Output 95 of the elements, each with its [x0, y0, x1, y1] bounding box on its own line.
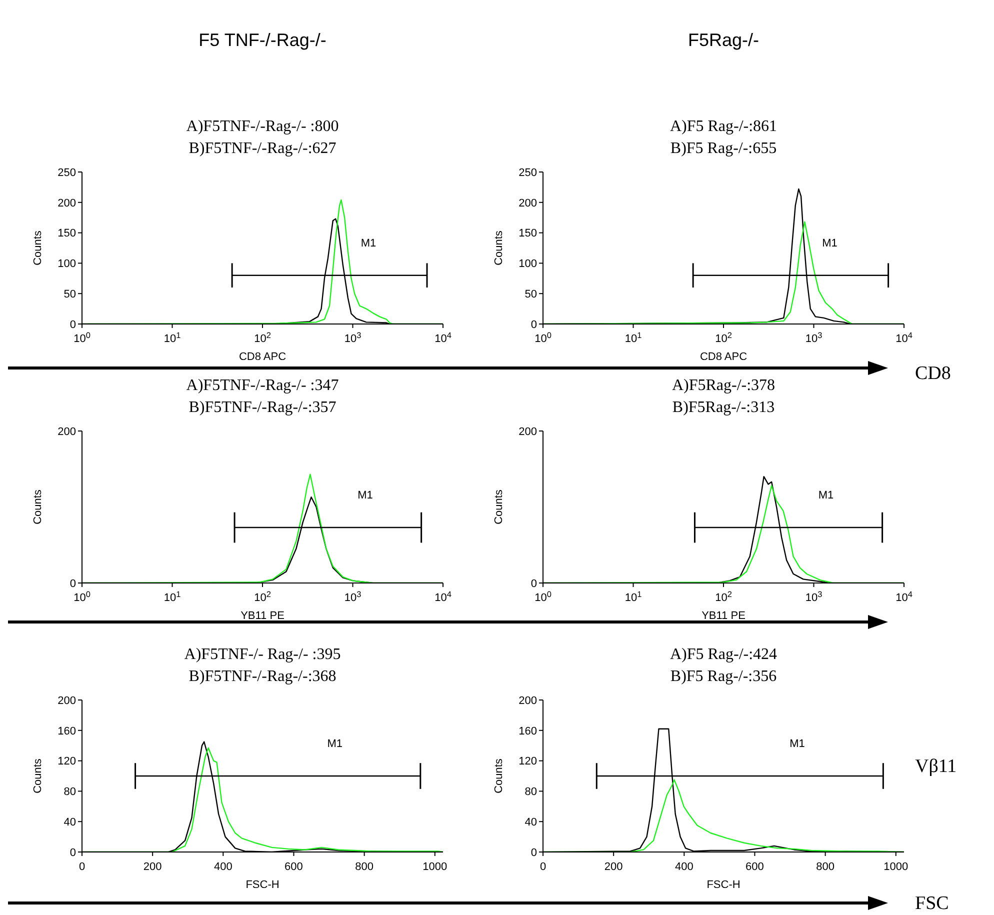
chart-title: A)F5TNF-/-Rag-/- :347 [185, 376, 340, 396]
y-axis-title: Counts [32, 758, 44, 794]
text: M1 [818, 490, 834, 502]
x-tick-label: 1000 [884, 861, 908, 873]
chart-title: A)F5 Rag-/-:861 [668, 117, 778, 137]
y-tick-label: 0 [70, 318, 76, 331]
x-tick-label: 10$^{3}$ [344, 590, 362, 604]
y-tick-label: 40 [524, 816, 537, 829]
y-tick-label: 160 [58, 725, 76, 738]
x-tick-label: 600 [284, 861, 303, 873]
x-axis-title: CD8 APC [700, 351, 748, 363]
x-tick-label: 10$^{0}$ [74, 590, 91, 604]
y-tick-label: 200 [518, 694, 537, 707]
text: Vβ11 [915, 756, 957, 778]
y-tick-label: 0 [530, 846, 537, 859]
y-tick-label: 80 [64, 786, 76, 798]
y-tick-label: 80 [524, 786, 537, 798]
x-tick-label: 10$^{0}$ [534, 590, 552, 604]
x-axis-title: FSC-H [706, 879, 740, 891]
text: FSC [915, 893, 949, 915]
chart-title: A)F5Rag-/-:378 [670, 376, 776, 396]
x-tick-label: 10$^{4}$ [896, 330, 913, 345]
x-tick-label: 600 [746, 861, 764, 873]
y-tick-label: 120 [58, 756, 76, 768]
x-tick-label: 10$^{1}$ [624, 330, 642, 345]
chart-subtitle: B)F5TNF-/-Rag-/-:627 [188, 139, 338, 159]
y-tick-label: 50 [64, 288, 76, 301]
x-tick-label: 1000 [422, 861, 448, 873]
x-axis-title: FSC-H [246, 879, 280, 891]
y-tick-label: 200 [58, 426, 76, 438]
chart-subtitle: B)F5 Rag-/-:655 [669, 139, 778, 159]
chart-subtitle: B)F5 Rag-/-:356 [669, 667, 778, 687]
y-tick-label: 200 [58, 197, 76, 210]
text: M1 [790, 738, 805, 750]
y-tick-label: 40 [64, 816, 76, 829]
chart-subtitle: B)F5TNF-/-Rag-/-:368 [188, 667, 338, 687]
y-tick-label: 100 [58, 258, 76, 270]
x-tick-label: 10$^{2}$ [715, 590, 732, 604]
text: M1 [327, 738, 343, 750]
x-tick-label: 10$^{3}$ [344, 330, 362, 345]
y-axis-title: Counts [492, 489, 505, 524]
x-axis-title: CD8 APC [238, 351, 286, 363]
y-tick-label: 50 [524, 288, 537, 301]
x-tick-label: 10$^{4}$ [434, 590, 452, 604]
y-tick-label: 250 [518, 166, 537, 179]
x-tick-label: 10$^{2}$ [715, 330, 732, 345]
x-tick-label: 10$^{2}$ [254, 590, 272, 604]
y-tick-label: 150 [58, 228, 76, 240]
x-tick-label: 10$^{3}$ [805, 590, 823, 604]
y-tick-label: 200 [518, 197, 537, 210]
text: F5 TNF-/-Rag-/- [198, 30, 328, 51]
x-tick-label: 10$^{4}$ [434, 330, 452, 345]
y-tick-label: 0 [70, 578, 76, 590]
y-tick-label: 200 [518, 426, 537, 438]
x-tick-label: 800 [816, 861, 834, 873]
chart-title: A)F5 Rag-/-:424 [668, 645, 778, 665]
chart-subtitle: B)F5TNF-/-Rag-/-:357 [188, 398, 338, 418]
y-tick-label: 100 [518, 258, 537, 270]
text: M1 [358, 490, 373, 502]
x-tick-label: 10$^{1}$ [164, 330, 182, 345]
x-tick-label: 400 [674, 861, 694, 873]
x-tick-label: 0 [540, 861, 546, 873]
x-tick-label: 200 [143, 861, 162, 873]
y-axis-title: Counts [492, 758, 505, 794]
x-tick-label: 10$^{0}$ [74, 330, 91, 345]
x-tick-label: 10$^{3}$ [805, 330, 823, 345]
y-tick-label: 0 [70, 846, 76, 859]
x-axis-title: YB11 PE [702, 610, 746, 622]
x-tick-label: 10$^{1}$ [164, 590, 182, 604]
y-tick-label: 0 [530, 318, 537, 331]
y-tick-label: 160 [518, 725, 537, 738]
y-axis-title: Counts [492, 230, 505, 266]
y-tick-label: 200 [58, 694, 76, 707]
y-axis-title: Counts [32, 230, 44, 266]
y-axis-title: Counts [32, 489, 44, 524]
x-tick-label: 10$^{2}$ [254, 330, 272, 345]
x-tick-label: 0 [78, 861, 86, 873]
text: CD8 [915, 363, 951, 385]
x-tick-label: 800 [355, 861, 374, 873]
chart-title: A)F5TNF-/- Rag-/- :395 [183, 645, 342, 665]
x-tick-label: 200 [604, 861, 623, 873]
x-tick-label: 400 [214, 861, 232, 873]
y-tick-label: 150 [518, 228, 537, 240]
text: M1 [360, 237, 376, 250]
y-tick-label: 0 [530, 578, 537, 590]
text: M1 [822, 237, 838, 250]
x-tick-label: 10$^{0}$ [534, 330, 552, 345]
x-tick-label: 10$^{1}$ [624, 590, 642, 604]
y-tick-label: 120 [518, 756, 537, 768]
x-axis-title: YB11 PE [240, 610, 284, 622]
text: F5Rag-/- [686, 30, 760, 51]
x-tick-label: 10$^{4}$ [896, 590, 913, 604]
y-tick-label: 250 [58, 166, 76, 179]
chart-title: A)F5TNF-/-Rag-/- :800 [185, 117, 340, 137]
chart-subtitle: B)F5Rag-/-:313 [671, 398, 776, 418]
